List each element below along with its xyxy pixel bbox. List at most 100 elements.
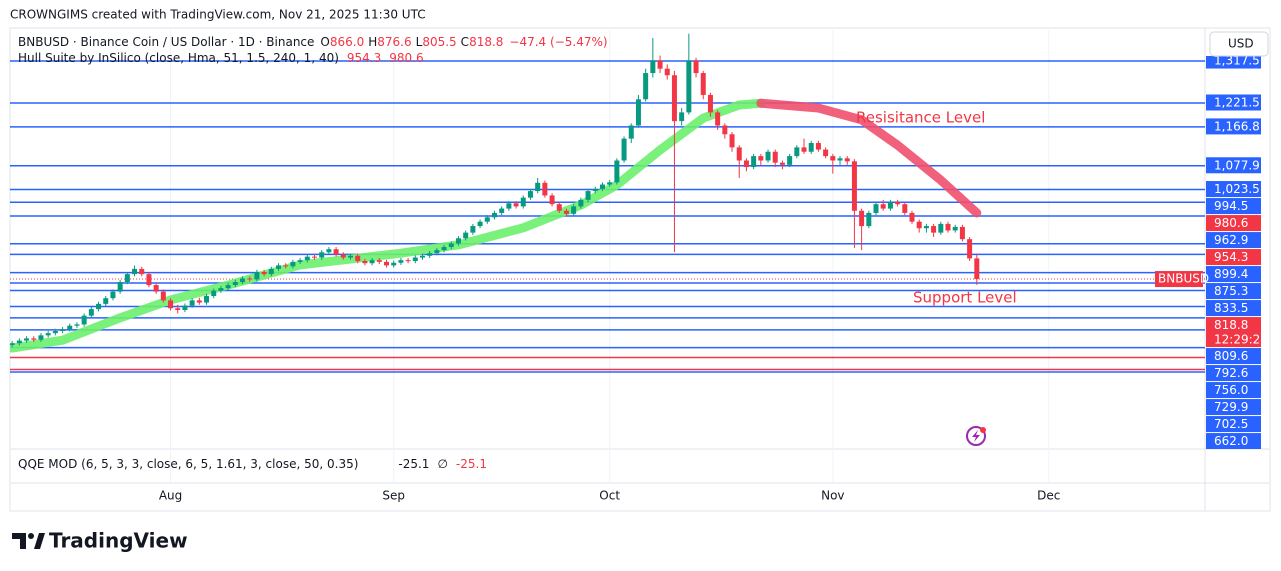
level-label: 1,023.5 [1214, 182, 1260, 196]
candle-body [254, 271, 260, 280]
brand-logo [12, 533, 45, 549]
candle-body [866, 212, 872, 227]
candle-body [247, 278, 253, 280]
level-label: 809.6 [1214, 349, 1248, 363]
candle-body [801, 147, 807, 152]
candle-body [592, 188, 598, 192]
candle-body [348, 255, 354, 258]
candle-body [599, 184, 605, 189]
candle-body [902, 204, 908, 213]
candle-body [542, 182, 548, 196]
qqe-legend: QQE MOD (6, 5, 3, 3, close, 6, 5, 1.61, … [18, 457, 487, 471]
candle-body [304, 256, 310, 261]
support-annotation: Support Level [913, 289, 1017, 307]
level-label: 662.0 [1214, 434, 1248, 448]
hull-label-box [1206, 215, 1261, 232]
candle-body [779, 162, 785, 165]
candle-body [362, 261, 368, 264]
level-label: 833.5 [1214, 301, 1248, 315]
candle-body [851, 161, 857, 211]
candle-body [38, 335, 44, 340]
candle-body [563, 210, 569, 214]
candle-body [319, 252, 325, 258]
candle-body [722, 125, 728, 135]
candle-body [815, 143, 821, 150]
candle-body [168, 300, 174, 309]
level-label-box [1206, 181, 1261, 198]
x-tick-label: Nov [821, 489, 844, 503]
candle-body [506, 203, 512, 209]
candle-body [880, 204, 886, 209]
candle-body [441, 247, 447, 251]
candle-body [556, 204, 562, 211]
candle-body [405, 260, 411, 262]
candle-body [110, 291, 116, 299]
candle-body [823, 149, 829, 157]
candle-body [189, 300, 195, 306]
candle-body [470, 226, 476, 233]
candle-body [895, 202, 901, 205]
candle-body [484, 217, 490, 222]
candle-body [743, 160, 749, 168]
candle-body [959, 226, 965, 240]
brand: TradingView [49, 529, 188, 553]
candle-body [427, 253, 433, 256]
candle-body [635, 99, 641, 126]
level-label: 1,166.8 [1214, 119, 1260, 133]
candle-body [830, 156, 836, 161]
candle-body [132, 268, 138, 275]
candle-body [808, 143, 814, 152]
candle-body [218, 288, 224, 291]
candle-body [283, 265, 289, 267]
candle-body [887, 202, 893, 209]
candle-body [520, 197, 526, 207]
price-label: 818.8 [1214, 318, 1248, 332]
level-label-box [1206, 283, 1261, 300]
candle-body [139, 268, 145, 275]
header: CROWNGIMS created with TradingView.com, … [10, 8, 426, 22]
candle-body [650, 60, 656, 74]
candle-body [391, 262, 397, 266]
candle-body [153, 285, 159, 292]
x-tick-label: Sep [382, 489, 405, 503]
candle-body [81, 315, 87, 325]
x-tick-label: Oct [599, 489, 620, 503]
candle-body [232, 282, 238, 286]
level-label-box [1206, 348, 1261, 365]
level-label: 1,221.5 [1214, 96, 1260, 110]
candle-body [686, 60, 692, 113]
candle-body [383, 261, 389, 266]
currency-button[interactable] [1209, 31, 1269, 57]
candle-body [916, 221, 922, 229]
candle-body [276, 265, 282, 269]
hull-label-box [1206, 249, 1261, 266]
x-tick-label: Aug [159, 489, 182, 503]
candle-body [549, 195, 555, 205]
level-label: 756.0 [1214, 383, 1248, 397]
candle-body [952, 226, 958, 231]
candle-body [268, 268, 274, 275]
symbol-legend: BNBUSD · Binance Coin / US Dollar · 1D ·… [18, 35, 608, 49]
candle-body [671, 75, 677, 122]
level-label: 899.4 [1214, 267, 1248, 281]
candle-body [736, 147, 742, 161]
level-label-box [1206, 416, 1261, 433]
level-label: 702.5 [1214, 417, 1248, 431]
level-label-box [1206, 433, 1261, 449]
candle-body [434, 250, 440, 254]
candle-body [45, 333, 51, 336]
level-label-box [1206, 365, 1261, 382]
hull-band [756, 98, 982, 218]
x-tick-label: Dec [1037, 489, 1060, 503]
candle-body [398, 260, 404, 263]
candle-body [96, 303, 102, 310]
candle-body [355, 255, 361, 262]
hull-label: 980.6 [1214, 216, 1248, 230]
candle-body [477, 221, 483, 227]
level-label-box [1206, 300, 1261, 317]
candle-body [729, 134, 735, 148]
candle-body [527, 191, 533, 198]
candle-body [10, 343, 15, 345]
alert-icon[interactable] [966, 426, 986, 446]
level-label: 1,317.5 [1214, 54, 1260, 68]
